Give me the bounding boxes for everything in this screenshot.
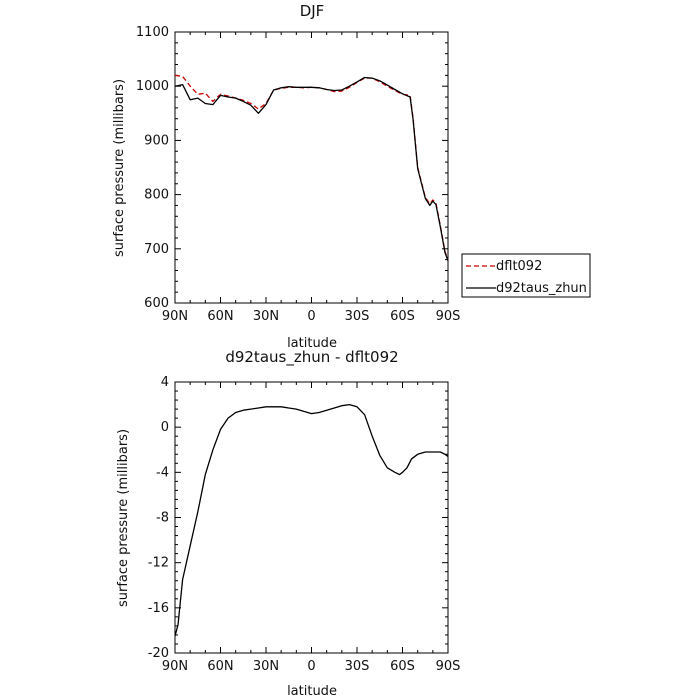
top-x-tick-label: 60N [207,309,233,324]
bottom-y-tick-label: -4 [156,465,169,480]
top-x-tick-label: 30S [345,309,370,324]
bottom-x-tick-label: 30S [345,659,370,674]
bottom-x-tick-label: 30N [253,659,279,674]
top-y-tick-label: 1100 [136,25,169,40]
bottom-y-tick-label: 4 [161,375,169,390]
top-series-line-d92taus-zhun [174,76,449,261]
bottom-plot-frame [174,381,449,654]
top-x-tick-label: 90S [436,309,461,324]
bottom-y-tick-label: -12 [148,556,169,571]
bottom-y-tick-label: -8 [156,511,169,526]
bottom-y-tick-label: 0 [161,420,169,435]
bottom-chart-title: d92taus_zhun - dflt092 [225,348,398,367]
bottom-plot-area: 90N 60N 30N 0 30S 60S 90S -20 -16 -12 -8 -4 0 4 [148,375,461,674]
top-chart-title: DJF [300,2,325,20]
bottom-x-tick-label: 60N [207,659,233,674]
bottom-y-tick-label: -16 [148,601,169,616]
top-x-tick-label: 30N [253,309,279,324]
bottom-y-axis-label: surface pressure (millibars) [116,429,131,607]
top-y-axis-label: surface pressure (millibars) [112,79,127,257]
top-x-tick-label: 0 [307,309,315,324]
top-plot-area: 90N 60N 30N 0 30S 60S 90S 600 700 800 900 1000 1100 [136,25,460,324]
legend: dflt092 d92taus_zhun [461,253,591,298]
top-y-tick-label: 600 [144,296,169,311]
bottom-series-line-difference [174,403,449,637]
top-x-tick-label: 60S [390,309,415,324]
bottom-x-tick-label: 0 [307,659,315,674]
bottom-x-axis-label: latitude [287,684,337,699]
bottom-y-tick-label: -20 [148,646,169,661]
legend-box [461,253,591,298]
top-y-tick-label: 800 [144,188,169,203]
top-x-axis-label: latitude [287,336,337,351]
bottom-x-tick-label: 90N [162,659,188,674]
top-y-tick-label: 1000 [136,79,169,94]
top-y-tick-label: 900 [144,133,169,148]
legend-label-d92taus-zhun: d92taus_zhun [496,281,587,296]
top-plot-frame [174,31,449,304]
bottom-x-tick-label: 90S [436,659,461,674]
top-series-line-dflt092 [174,74,449,260]
top-x-tick-label: 90N [162,309,188,324]
bottom-x-tick-label: 60S [390,659,415,674]
top-y-tick-label: 700 [144,242,169,257]
legend-label-dflt092: dflt092 [496,259,542,274]
